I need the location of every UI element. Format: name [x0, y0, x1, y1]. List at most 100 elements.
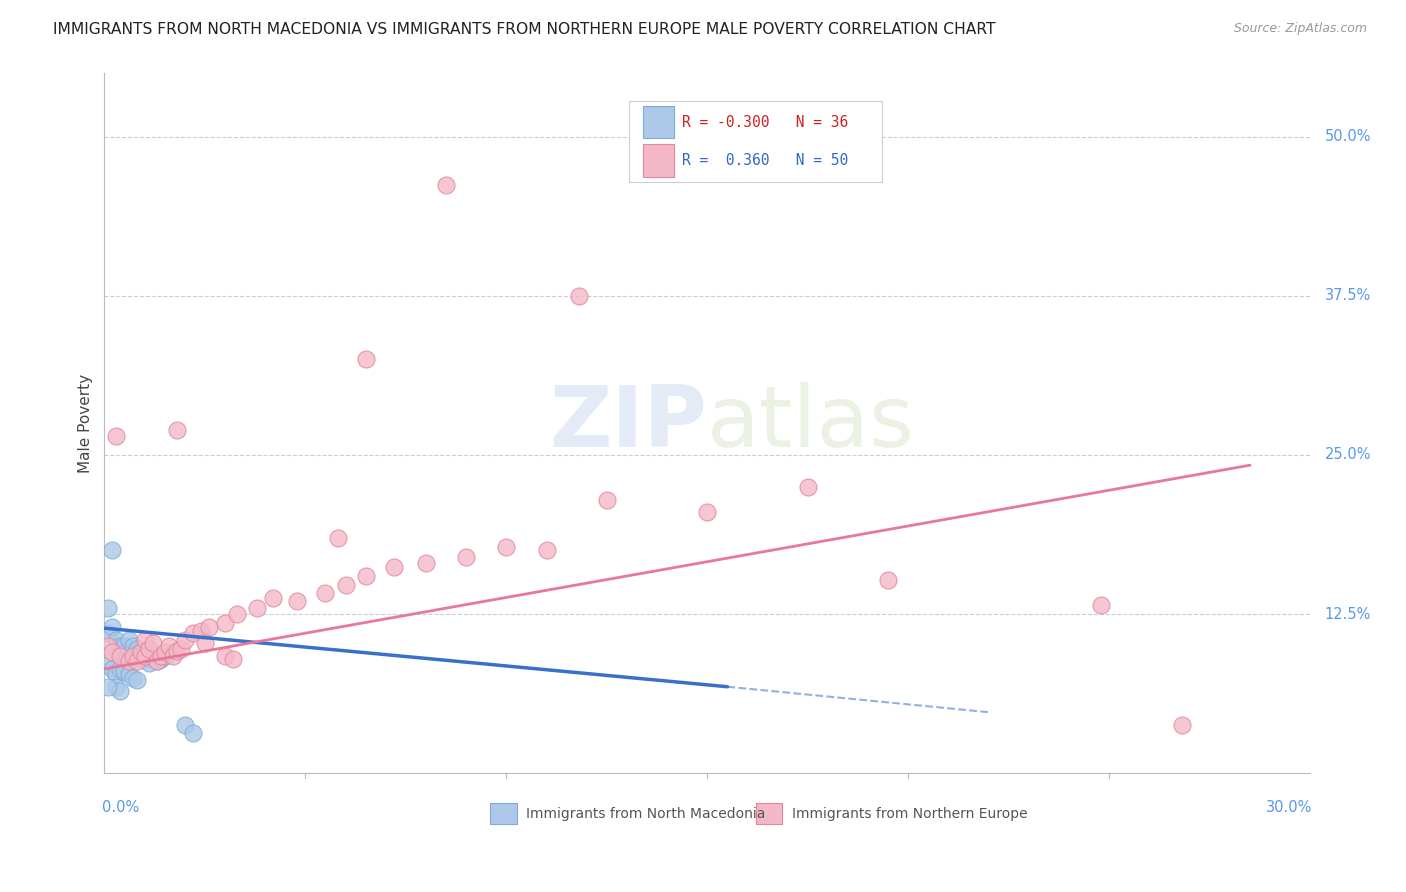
Point	[97, 626, 120, 640]
Point	[138, 641, 160, 656]
Text: atlas: atlas	[707, 382, 915, 465]
Point	[568, 289, 591, 303]
Point	[110, 683, 132, 698]
Point	[797, 480, 820, 494]
Point	[134, 643, 156, 657]
Text: Source: ZipAtlas.com: Source: ZipAtlas.com	[1233, 22, 1367, 36]
Point	[105, 680, 128, 694]
Point	[121, 649, 143, 664]
Point	[162, 649, 184, 664]
Point	[129, 645, 152, 659]
Point	[114, 665, 136, 679]
Point	[129, 645, 152, 659]
Point	[354, 569, 377, 583]
Point	[596, 492, 619, 507]
Point	[125, 654, 148, 668]
Point	[246, 600, 269, 615]
Point	[101, 645, 124, 659]
Point	[125, 641, 148, 656]
Point	[1170, 718, 1192, 732]
Point	[382, 560, 405, 574]
Text: 30.0%: 30.0%	[1267, 800, 1313, 815]
Point	[125, 673, 148, 688]
Text: 25.0%: 25.0%	[1324, 448, 1371, 462]
Point	[129, 651, 152, 665]
Point	[173, 632, 195, 647]
FancyBboxPatch shape	[628, 101, 882, 182]
Point	[142, 636, 165, 650]
Point	[97, 680, 120, 694]
FancyBboxPatch shape	[644, 106, 673, 138]
Point	[495, 540, 517, 554]
Text: 12.5%: 12.5%	[1324, 607, 1371, 622]
Point	[181, 626, 204, 640]
Point	[134, 649, 156, 664]
Point	[97, 639, 120, 653]
Point	[149, 649, 172, 664]
Point	[214, 649, 236, 664]
Point	[166, 423, 188, 437]
Point	[125, 649, 148, 664]
Point	[173, 718, 195, 732]
Point	[134, 651, 156, 665]
Point	[222, 651, 245, 665]
Point	[877, 573, 900, 587]
Point	[121, 671, 143, 685]
Point	[134, 632, 156, 647]
Text: R =  0.360   N = 50: R = 0.360 N = 50	[682, 153, 848, 168]
Point	[101, 662, 124, 676]
Point	[142, 649, 165, 664]
Text: ZIP: ZIP	[550, 382, 707, 465]
Point	[110, 645, 132, 659]
Point	[354, 352, 377, 367]
Point	[121, 645, 143, 659]
Point	[314, 585, 336, 599]
Point	[456, 549, 478, 564]
Point	[415, 556, 437, 570]
Text: IMMIGRANTS FROM NORTH MACEDONIA VS IMMIGRANTS FROM NORTHERN EUROPE MALE POVERTY : IMMIGRANTS FROM NORTH MACEDONIA VS IMMIG…	[53, 22, 995, 37]
Point	[1090, 599, 1112, 613]
FancyBboxPatch shape	[644, 145, 673, 177]
Point	[101, 543, 124, 558]
Point	[105, 632, 128, 647]
Point	[145, 654, 167, 668]
Point	[101, 620, 124, 634]
Point	[226, 607, 249, 622]
Point	[145, 654, 167, 668]
Point	[153, 645, 176, 659]
Point	[117, 654, 139, 668]
Point	[326, 531, 349, 545]
Point	[97, 658, 120, 673]
Point	[138, 648, 160, 662]
Point	[214, 616, 236, 631]
Point	[434, 178, 457, 192]
Point	[138, 656, 160, 670]
Point	[114, 639, 136, 653]
Point	[117, 632, 139, 647]
Point	[110, 639, 132, 653]
Point	[170, 641, 193, 656]
Point	[696, 505, 718, 519]
FancyBboxPatch shape	[491, 804, 517, 824]
Point	[181, 725, 204, 739]
Point	[157, 639, 180, 653]
Point	[97, 600, 120, 615]
Point	[190, 624, 212, 638]
Point	[149, 651, 172, 665]
Text: Immigrants from Northern Europe: Immigrants from Northern Europe	[792, 807, 1028, 821]
Point	[105, 429, 128, 443]
Y-axis label: Male Poverty: Male Poverty	[79, 374, 93, 473]
Point	[117, 667, 139, 681]
Point	[166, 644, 188, 658]
Text: Immigrants from North Macedonia: Immigrants from North Macedonia	[526, 807, 766, 821]
Point	[153, 649, 176, 664]
FancyBboxPatch shape	[755, 804, 782, 824]
Point	[105, 667, 128, 681]
Point	[285, 594, 308, 608]
Text: 0.0%: 0.0%	[103, 800, 139, 815]
Point	[194, 636, 217, 650]
Point	[262, 591, 284, 605]
Point	[536, 543, 558, 558]
Point	[335, 578, 357, 592]
Text: 37.5%: 37.5%	[1324, 288, 1371, 303]
